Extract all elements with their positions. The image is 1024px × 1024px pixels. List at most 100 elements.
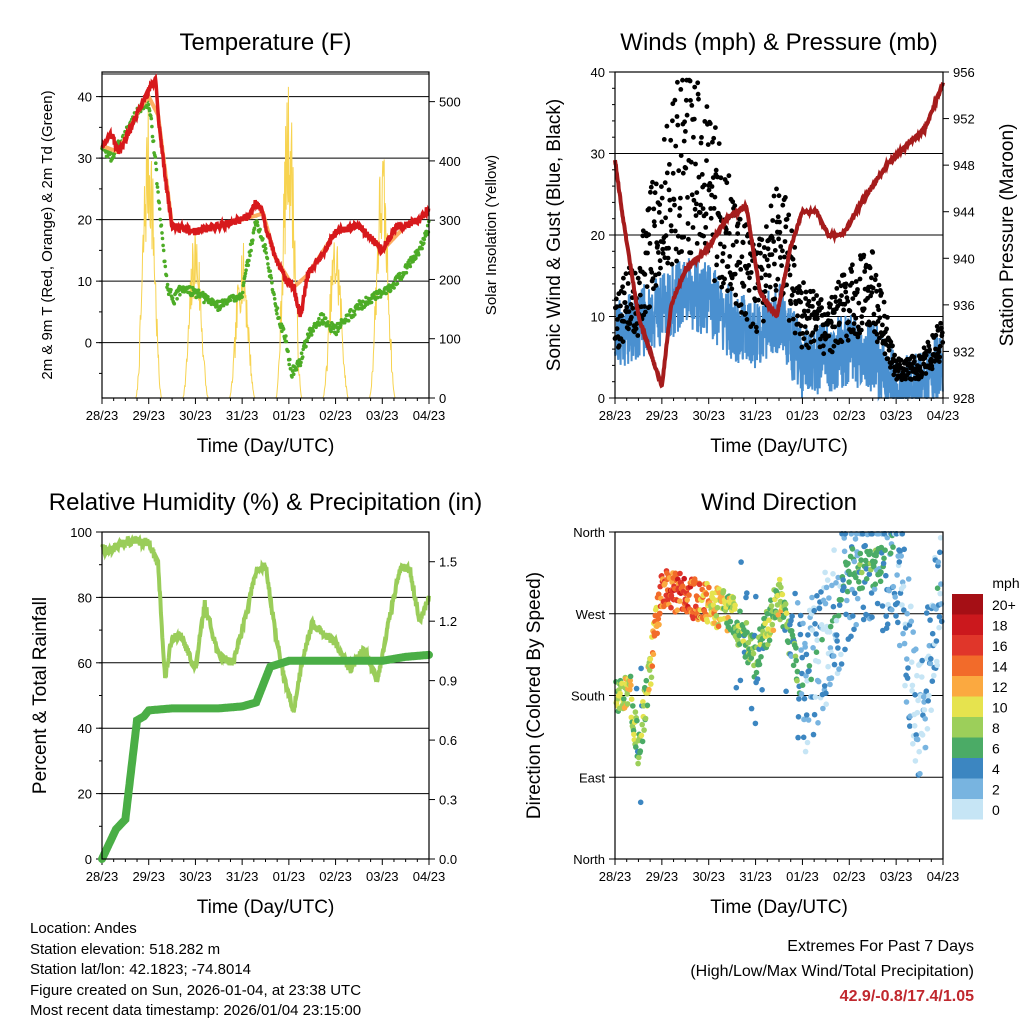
direction-point bbox=[779, 591, 786, 598]
gust-point bbox=[659, 195, 665, 201]
direction-point bbox=[894, 572, 900, 578]
direction-point bbox=[795, 714, 802, 720]
direction-point bbox=[825, 663, 831, 670]
gust-point bbox=[738, 267, 744, 272]
x-tick-label: 04/23 bbox=[413, 408, 446, 423]
gust-point bbox=[702, 182, 707, 188]
x-tick-label: 29/23 bbox=[646, 869, 679, 884]
direction-point bbox=[904, 610, 910, 617]
gust-point bbox=[650, 179, 655, 185]
dewpoint-point bbox=[160, 231, 164, 235]
dewpoint-point bbox=[154, 161, 158, 165]
gust-point bbox=[726, 173, 732, 179]
direction-point bbox=[835, 574, 841, 581]
gust-point bbox=[870, 250, 876, 255]
gust-point bbox=[777, 255, 783, 260]
dewpoint-point bbox=[422, 237, 427, 242]
dewpoint-point bbox=[240, 290, 245, 295]
gust-point bbox=[874, 339, 880, 345]
direction-point bbox=[862, 542, 868, 549]
y-right-tick-label: 932 bbox=[953, 344, 975, 359]
direction-point bbox=[648, 674, 655, 681]
gust-point bbox=[832, 294, 838, 300]
direction-point bbox=[899, 602, 905, 608]
direction-point bbox=[836, 666, 842, 672]
gust-point bbox=[870, 285, 876, 291]
dewpoint-point bbox=[286, 349, 290, 354]
gust-point bbox=[670, 118, 675, 124]
dewpoint-point bbox=[339, 323, 343, 328]
gust-point bbox=[665, 260, 671, 266]
gust-point bbox=[820, 343, 826, 349]
legend-label: 0 bbox=[992, 802, 1000, 818]
dewpoint-point bbox=[404, 270, 409, 275]
station-info: Location: Andes Station elevation: 518.2… bbox=[30, 919, 361, 1022]
x-tick-label: 01/23 bbox=[273, 869, 306, 884]
direction-point bbox=[816, 605, 823, 612]
gust-point bbox=[853, 315, 859, 321]
gust-point bbox=[762, 289, 768, 294]
gust-point bbox=[898, 357, 904, 363]
dewpoint-point bbox=[248, 253, 252, 258]
gust-point bbox=[681, 234, 687, 240]
gust-point bbox=[857, 276, 863, 282]
direction-point bbox=[793, 657, 799, 664]
dewpoint-point bbox=[161, 248, 166, 253]
direction-point bbox=[737, 677, 744, 684]
direction-point bbox=[803, 673, 809, 679]
legend-label: 10 bbox=[992, 700, 1008, 716]
gust-point bbox=[844, 333, 849, 339]
gust-point bbox=[681, 138, 687, 144]
dewpoint-point bbox=[251, 238, 255, 242]
gust-point bbox=[861, 252, 867, 258]
dewpoint-point bbox=[317, 316, 321, 321]
gust-point bbox=[828, 320, 834, 325]
dewpoint-point bbox=[156, 190, 160, 194]
dewpoint-point bbox=[321, 313, 326, 317]
direction-point bbox=[656, 621, 662, 628]
gust-point bbox=[657, 258, 663, 264]
gust-point bbox=[678, 153, 684, 159]
gust-point bbox=[849, 269, 854, 274]
direction-point bbox=[885, 601, 891, 608]
gust-point bbox=[726, 231, 732, 236]
direction-point bbox=[928, 656, 934, 662]
chart-title: Relative Humidity (%) & Precipitation (i… bbox=[49, 489, 482, 516]
dewpoint-point bbox=[266, 262, 270, 266]
direction-point bbox=[863, 566, 870, 572]
direction-point bbox=[921, 707, 928, 713]
direction-point bbox=[844, 597, 850, 604]
gust-point bbox=[737, 260, 743, 265]
gust-point bbox=[790, 256, 796, 262]
direction-point bbox=[823, 584, 830, 591]
dewpoint-point bbox=[202, 300, 206, 305]
gust-point bbox=[754, 329, 760, 334]
gust-point bbox=[792, 330, 798, 336]
gust-point bbox=[661, 137, 667, 142]
gust-point bbox=[766, 263, 771, 269]
gust-point bbox=[721, 244, 727, 250]
direction-point bbox=[912, 758, 919, 764]
direction-point bbox=[634, 717, 640, 724]
gust-point bbox=[743, 311, 749, 316]
gust-point bbox=[662, 180, 668, 186]
gust-point bbox=[677, 205, 683, 211]
gust-point bbox=[691, 197, 697, 203]
direction-point bbox=[937, 590, 943, 597]
direction-point bbox=[823, 690, 829, 696]
direction-point bbox=[766, 617, 772, 623]
direction-point bbox=[850, 613, 856, 619]
direction-point bbox=[867, 548, 873, 555]
gust-point bbox=[620, 339, 626, 344]
gust-point bbox=[625, 281, 631, 286]
y-right-tick-label: 948 bbox=[953, 158, 975, 173]
direction-point bbox=[934, 662, 940, 668]
direction-point bbox=[923, 610, 930, 616]
gust-point bbox=[621, 290, 627, 296]
direction-point bbox=[881, 555, 887, 562]
gust-point bbox=[843, 281, 849, 287]
direction-point bbox=[830, 571, 836, 577]
y-tick-label: North bbox=[573, 525, 605, 540]
x-tick-label: 02/23 bbox=[833, 408, 866, 423]
direction-point bbox=[914, 672, 920, 679]
